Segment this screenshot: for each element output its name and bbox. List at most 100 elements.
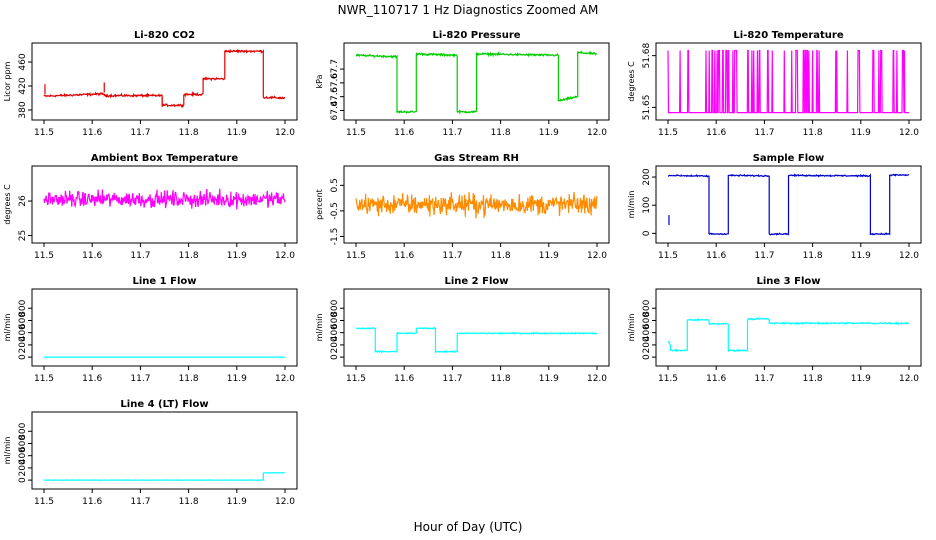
series-line	[355, 326, 598, 354]
series-line	[667, 49, 909, 114]
series-line	[355, 191, 598, 219]
chart-panel: Li-820 Temperature 11.5 11.6 11.7 11.8 11.9 12…	[627, 30, 922, 138]
y-tick-label: 800	[18, 299, 28, 316]
chart-panel: Sample Flow 11.5 11.6 11.7 11.8 11.9 12.0 0 100 2…	[627, 153, 922, 261]
x-tick-label: 11.5	[658, 128, 678, 138]
x-tick-label: 12.0	[587, 128, 607, 138]
x-tick-label: 12.0	[587, 251, 607, 261]
x-tick-label: 11.6	[706, 251, 726, 261]
y-tick-label: 0	[642, 230, 652, 236]
plot-frame	[31, 165, 298, 244]
x-tick-label: 11.5	[346, 251, 366, 261]
x-tick-label: 11.9	[539, 128, 559, 138]
y-tick-label: 0	[18, 354, 28, 360]
panel-title: Line 2 Flow	[445, 276, 509, 287]
x-tick-label: 12.0	[275, 251, 295, 261]
y-tick-label: 400	[18, 324, 28, 341]
series-line	[43, 188, 286, 210]
series-line	[43, 48, 286, 109]
y-tick-label: 100	[642, 196, 652, 213]
y-tick-label: 51.68	[642, 42, 652, 68]
x-tick-label: 11.8	[491, 374, 511, 384]
y-axis-label: ml/min	[315, 314, 324, 342]
x-tick-label: 11.9	[539, 374, 559, 384]
y-tick-label: 600	[18, 312, 28, 329]
y-tick-label: 25	[18, 230, 28, 241]
series-line	[355, 50, 598, 116]
x-tick-label: 11.6	[706, 374, 726, 384]
panel-title: Ambient Box Temperature	[91, 153, 238, 164]
x-tick-label: 11.5	[34, 128, 54, 138]
x-tick-label: 11.7	[130, 497, 150, 507]
y-tick-label: 0	[330, 354, 340, 360]
x-tick-label: 11.7	[754, 374, 774, 384]
x-tick-label: 11.5	[34, 374, 54, 384]
x-tick-label: 11.9	[851, 374, 871, 384]
x-tick-label: 11.7	[130, 128, 150, 138]
y-tick-label: 400	[330, 324, 340, 341]
figure-x-axis-label: Hour of Day (UTC)	[414, 520, 523, 534]
x-tick-label: 11.8	[491, 128, 511, 138]
plot-frame	[655, 42, 922, 121]
y-axis-label: ml/min	[627, 191, 636, 219]
x-tick-label: 11.7	[442, 374, 462, 384]
x-tick-label: 12.0	[275, 497, 295, 507]
y-tick-label: 600	[330, 312, 340, 329]
y-tick-label: 200	[642, 336, 652, 353]
y-tick-label: 400	[642, 324, 652, 341]
x-tick-label: 11.9	[851, 251, 871, 261]
x-tick-label: 11.6	[82, 128, 102, 138]
y-tick-label: 200	[18, 336, 28, 353]
x-tick-label: 11.7	[754, 251, 774, 261]
x-tick-label: 11.8	[179, 251, 199, 261]
plot-frame	[31, 288, 298, 367]
y-axis-label: ml/min	[627, 314, 636, 342]
y-axis-label: kPa	[315, 74, 324, 88]
x-tick-label: 11.8	[179, 497, 199, 507]
plot-frame	[655, 288, 922, 367]
panel-title: Li-820 CO2	[134, 30, 195, 41]
x-tick-label: 11.6	[394, 374, 414, 384]
y-tick-label: 0.5	[330, 178, 340, 192]
y-tick-label: 67.7	[330, 59, 340, 79]
x-tick-label: 11.9	[539, 251, 559, 261]
plot-frame	[31, 42, 298, 121]
y-tick-label: -1.5	[330, 228, 340, 246]
x-tick-label: 11.9	[227, 128, 247, 138]
y-tick-label: 800	[330, 299, 340, 316]
chart-panel: Ambient Box Temperature 11.5 11.6 11.7 11.8 1…	[3, 153, 298, 261]
chart-panel: Li-820 Pressure 11.5 11.6 11.7 11.8 11.9 12.0 6…	[315, 30, 610, 138]
x-tick-label: 11.6	[82, 497, 102, 507]
x-tick-label: 11.5	[658, 251, 678, 261]
y-axis-label: ml/min	[3, 437, 12, 465]
y-axis-label: percent	[315, 189, 324, 220]
y-tick-label: 0	[642, 354, 652, 360]
panel-title: Line 1 Flow	[133, 276, 197, 287]
y-axis-label: degrees C	[3, 184, 12, 225]
series-line	[43, 471, 285, 482]
y-tick-label: 400	[18, 447, 28, 464]
x-tick-label: 11.8	[179, 128, 199, 138]
x-tick-label: 11.6	[706, 128, 726, 138]
x-tick-label: 11.6	[394, 128, 414, 138]
chart-panel: Line 3 Flow 11.5 11.6 11.7 11.8 11.9 12.0 02004…	[627, 276, 922, 384]
series-line	[667, 317, 910, 353]
y-tick-label: 800	[18, 422, 28, 439]
chart-panel: Line 4 (LT) Flow 11.5 11.6 11.7 11.8 11.9 12.0…	[3, 399, 298, 507]
x-tick-label: 11.7	[442, 128, 462, 138]
x-tick-label: 11.6	[394, 251, 414, 261]
x-tick-label: 11.6	[82, 251, 102, 261]
y-tick-label: 200	[18, 459, 28, 476]
y-axis-label: Licor ppm	[3, 61, 12, 101]
y-tick-label: 67.4	[330, 100, 340, 120]
y-tick-label: 200	[642, 168, 652, 185]
y-tick-label: 51.65	[642, 94, 652, 120]
x-tick-label: 11.7	[130, 374, 150, 384]
x-tick-label: 11.8	[491, 251, 511, 261]
y-tick-label: 600	[18, 435, 28, 452]
x-tick-label: 11.7	[754, 128, 774, 138]
x-tick-label: 11.7	[442, 251, 462, 261]
x-tick-label: 11.8	[179, 374, 199, 384]
plot-frame	[343, 288, 610, 367]
